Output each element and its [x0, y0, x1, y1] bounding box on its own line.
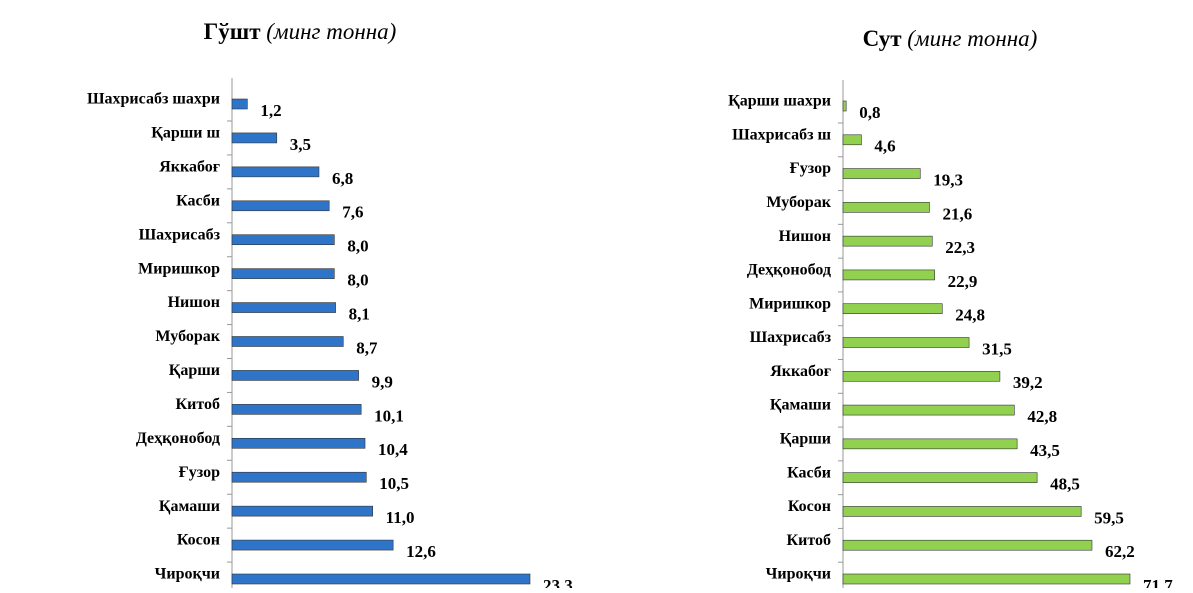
bar [842, 235, 933, 247]
value-label: 10,1 [374, 406, 404, 425]
bar [231, 234, 335, 246]
category-label: Чироқчи [766, 566, 831, 583]
bar [231, 539, 394, 551]
value-label: 0,8 [859, 103, 880, 122]
bar [231, 132, 278, 144]
value-label: 8,7 [356, 338, 378, 357]
bar [842, 573, 1131, 585]
value-label: 8,0 [347, 271, 368, 290]
value-label: 19,3 [933, 170, 963, 189]
value-label: 8,1 [349, 304, 370, 323]
subtitle: (минг тонна) [907, 26, 1037, 51]
bar [231, 98, 248, 110]
value-label: 6,8 [332, 169, 353, 188]
category-label: Шахрисабз [750, 329, 832, 346]
value-label: 23,3 [543, 576, 573, 588]
bar [231, 200, 330, 212]
bar [842, 202, 930, 213]
category-label: Деҳқонобод [136, 430, 220, 447]
category-label: Миришкор [749, 295, 831, 312]
category-label: Қарши [169, 362, 220, 379]
chart-title: Сут (минг тонна) [863, 26, 1038, 51]
bar [231, 302, 336, 313]
category-label: Қарши [780, 431, 831, 448]
bar [231, 336, 344, 347]
bar [842, 303, 943, 315]
value-label: 48,5 [1050, 475, 1080, 494]
category-label: Қарши шахри [728, 93, 831, 110]
value-label: 9,9 [372, 372, 393, 391]
category-label: Чироқчи [155, 566, 220, 583]
bar [842, 168, 921, 179]
value-label: 62,2 [1105, 542, 1135, 561]
category-label: Нишон [779, 228, 831, 245]
category-label: Косон [177, 532, 220, 549]
bar [231, 370, 359, 381]
title: Гўшт [204, 19, 262, 44]
category-label: Китоб [787, 532, 831, 549]
bar [842, 438, 1018, 450]
category-label: Қамаши [770, 397, 831, 414]
bar [842, 506, 1082, 517]
value-label: 12,6 [406, 542, 436, 561]
bar [231, 505, 373, 517]
category-label: Шахрисабз ш [732, 126, 831, 143]
category-label: Қамаши [159, 498, 220, 515]
category-label: Шахрисабз [139, 226, 221, 243]
category-label: Миришкор [138, 260, 220, 277]
bar [842, 472, 1038, 483]
bar [842, 100, 847, 112]
category-label: Деҳқонобод [747, 262, 831, 279]
chart-title: Гўшт (минг тонна) [204, 19, 397, 44]
value-label: 21,6 [942, 204, 972, 223]
value-label: 22,9 [948, 272, 978, 291]
category-label: Ғузор [179, 464, 221, 481]
bar [842, 269, 935, 281]
value-label: 11,0 [386, 508, 415, 527]
bar [842, 337, 970, 348]
value-label: 71,7 [1143, 576, 1173, 588]
bar [231, 573, 531, 585]
category-label: Шахрисабз шахри [87, 91, 220, 108]
bar [842, 370, 1001, 382]
category-label: Яккабоғ [770, 363, 831, 380]
value-label: 24,8 [955, 306, 985, 325]
bar [231, 437, 366, 449]
value-label: 59,5 [1094, 508, 1124, 527]
bar [231, 404, 362, 415]
category-label: Косон [788, 498, 831, 515]
value-label: 10,4 [378, 440, 408, 459]
category-label: Ғузор [790, 160, 832, 177]
category-label: Муборак [155, 328, 220, 345]
title: Сут [863, 26, 903, 51]
bar [842, 539, 1093, 551]
value-label: 1,2 [260, 101, 281, 120]
value-label: 3,5 [290, 135, 311, 154]
bar [231, 268, 335, 279]
value-label: 4,6 [874, 137, 895, 156]
value-label: 42,8 [1027, 407, 1057, 426]
value-label: 43,5 [1030, 441, 1060, 460]
category-label: Яккабоғ [159, 159, 220, 176]
bar [231, 471, 367, 483]
value-label: 7,6 [342, 203, 363, 222]
value-label: 31,5 [982, 339, 1012, 358]
category-label: Касби [176, 192, 220, 209]
value-label: 39,2 [1013, 373, 1043, 392]
value-label: 22,3 [945, 238, 975, 257]
value-label: 8,0 [347, 237, 368, 256]
bar [842, 404, 1015, 416]
category-label: Китоб [176, 396, 220, 413]
category-label: Нишон [168, 294, 220, 311]
value-label: 10,5 [379, 474, 409, 493]
category-label: Қарши ш [151, 125, 220, 142]
subtitle: (минг тонна) [266, 19, 396, 44]
bar [842, 134, 862, 146]
category-label: Касби [787, 464, 831, 481]
bar [231, 166, 320, 178]
category-label: Муборак [766, 194, 831, 211]
